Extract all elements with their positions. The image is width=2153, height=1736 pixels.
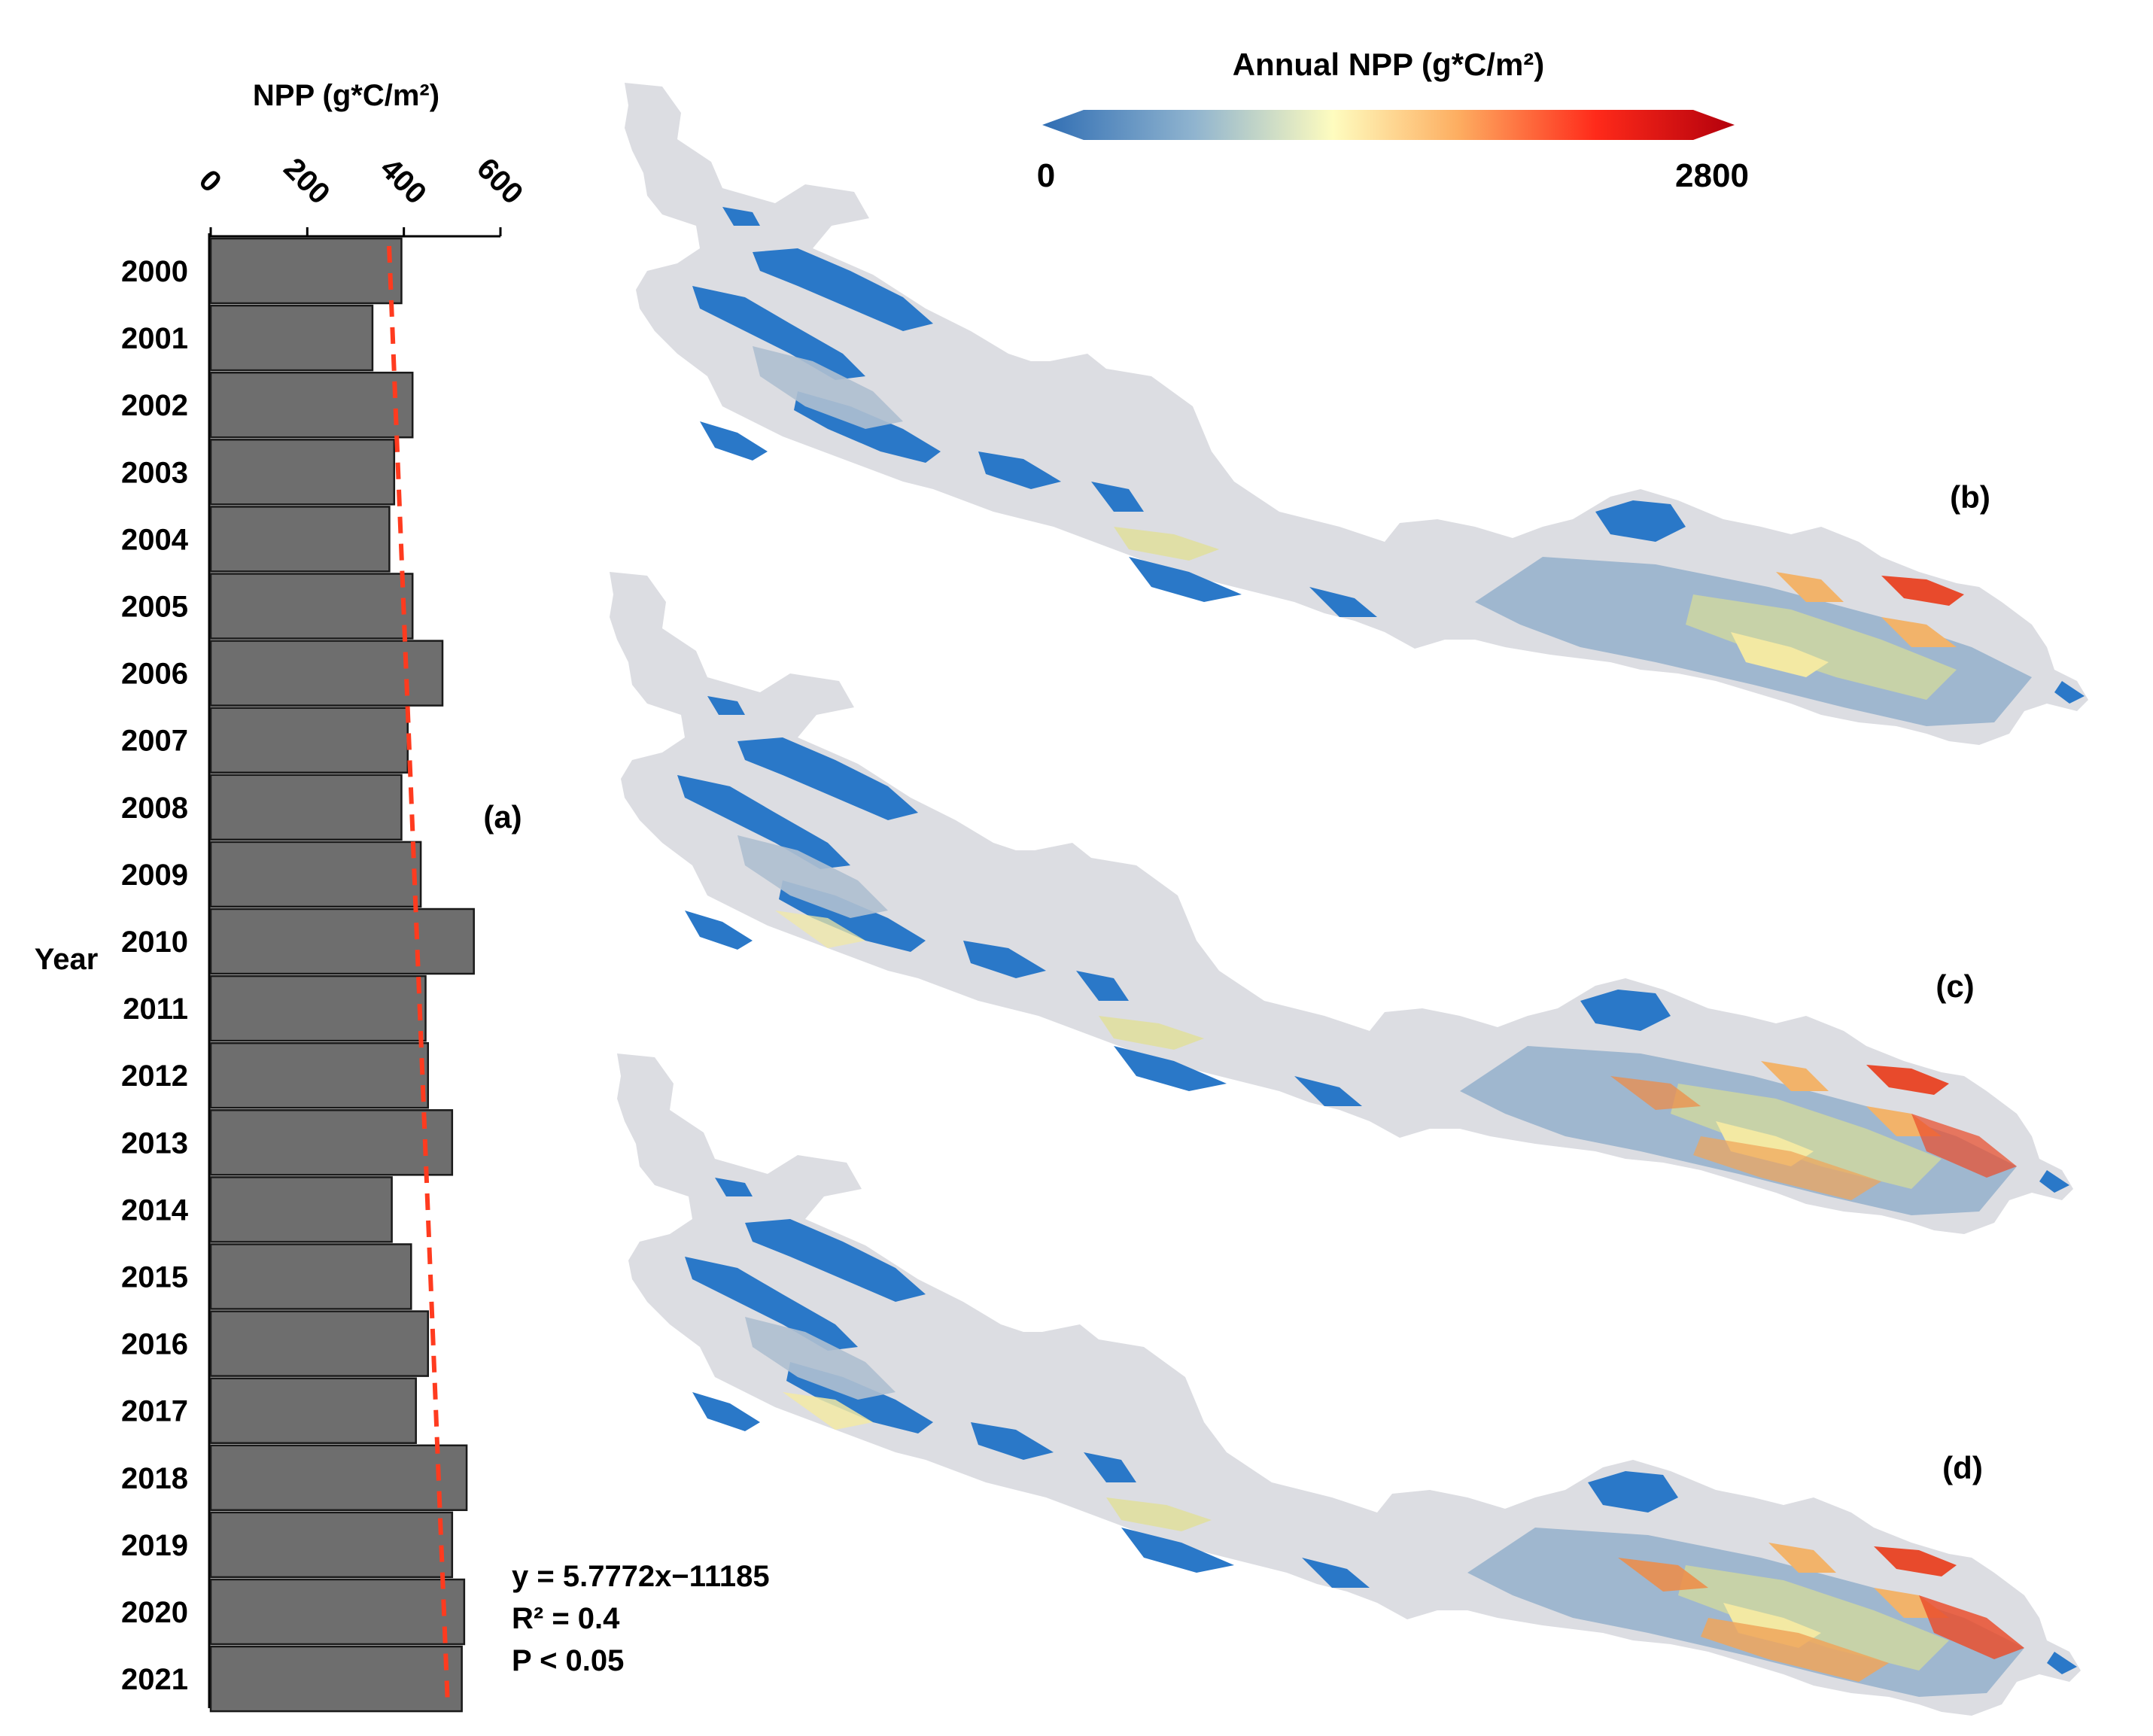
npp-patches: [677, 696, 2069, 1215]
x-tick-label-0: 0: [193, 163, 228, 199]
regression-stats: y = 5.7772x−11185 R² = 0.4 P < 0.05: [512, 1560, 770, 1677]
bar-2016: [209, 1310, 429, 1377]
year-label-2000: 2000: [121, 255, 188, 288]
bar-2010: [209, 908, 475, 975]
year-label-2003: 2003: [121, 456, 188, 489]
p-value: P < 0.05: [512, 1644, 624, 1677]
year-label-2005: 2005: [121, 591, 188, 624]
panel-label-a: (a): [483, 799, 522, 835]
bar-2008: [209, 774, 403, 841]
x-tick-label-200: 200: [277, 152, 336, 211]
year-label-2018: 2018: [121, 1462, 188, 1495]
bar-2019: [209, 1511, 454, 1579]
bar-2011: [209, 974, 427, 1042]
bar-2020: [209, 1578, 466, 1646]
npp-patches: [685, 1178, 2077, 1697]
year-label-2006: 2006: [121, 658, 188, 691]
bar-2004: [209, 506, 391, 573]
year-label-2011: 2011: [123, 993, 188, 1026]
colorbar-ramp: [1042, 110, 1735, 140]
year-label-2021: 2021: [121, 1663, 188, 1696]
colorbar-max-label: 2800: [1675, 157, 1749, 194]
year-label-2012: 2012: [121, 1060, 188, 1093]
bar-2018: [209, 1444, 468, 1512]
year-label-2016: 2016: [121, 1328, 188, 1361]
panel-label: (c): [1936, 968, 1974, 1004]
y-axis-title: Year: [35, 943, 99, 976]
year-label-2009: 2009: [121, 859, 188, 892]
x-tick-label-400: 400: [374, 152, 433, 211]
map-panel-c: (c): [610, 572, 2073, 1234]
year-tick-labels: 2000 2001 2002 2003 2004 2005 2006 2007 2008 2009…: [121, 255, 189, 1696]
r-squared: R² = 0.4: [512, 1602, 620, 1635]
year-label-2017: 2017: [121, 1395, 188, 1428]
year-label-2001: 2001: [121, 322, 188, 355]
bar-2013: [209, 1109, 454, 1176]
colorbar: Annual NPP (g*C/m²) 0 2800: [1037, 47, 1749, 194]
colorbar-title: Annual NPP (g*C/m²): [1233, 47, 1545, 82]
bar-2014: [209, 1176, 393, 1243]
bar-2006: [209, 640, 444, 707]
bar-2017: [209, 1377, 417, 1444]
x-tick-labels: 0 200 400 600: [193, 152, 529, 236]
panel-label: (d): [1942, 1450, 1983, 1485]
bar-2000: [209, 237, 403, 305]
map-panel-d: (d): [617, 1053, 2081, 1716]
bar-2012: [209, 1041, 429, 1109]
bar-2007: [209, 707, 409, 774]
bar-2002: [209, 371, 414, 439]
regression-equation: y = 5.7772x−11185: [512, 1560, 770, 1593]
year-label-2020: 2020: [121, 1596, 188, 1629]
npp-bar-chart: NPP (g*C/m²) 0 200 400 600 2000 2001 2002 2003…: [35, 79, 770, 1713]
x-tick-label-600: 600: [470, 152, 529, 211]
bar-2003: [209, 439, 396, 506]
bar-2005: [209, 573, 414, 640]
year-label-2013: 2013: [121, 1126, 188, 1160]
map-panel-b: (b): [625, 83, 2088, 745]
bar-2009: [209, 841, 422, 908]
year-label-2007: 2007: [121, 725, 188, 758]
bars: [209, 237, 475, 1713]
year-label-2010: 2010: [121, 926, 188, 959]
bar-2015: [209, 1243, 412, 1310]
year-label-2015: 2015: [121, 1261, 188, 1294]
x-axis-title: NPP (g*C/m²): [253, 79, 439, 112]
year-label-2019: 2019: [121, 1529, 188, 1562]
npp-patches: [692, 207, 2085, 726]
year-label-2002: 2002: [121, 389, 188, 422]
year-label-2014: 2014: [121, 1193, 189, 1227]
panel-label: (b): [1950, 479, 1990, 515]
year-label-2004: 2004: [121, 523, 189, 556]
year-label-2008: 2008: [121, 792, 188, 825]
colorbar-min-label: 0: [1037, 157, 1055, 194]
bar-2001: [209, 304, 374, 372]
bar-2021: [209, 1645, 463, 1713]
